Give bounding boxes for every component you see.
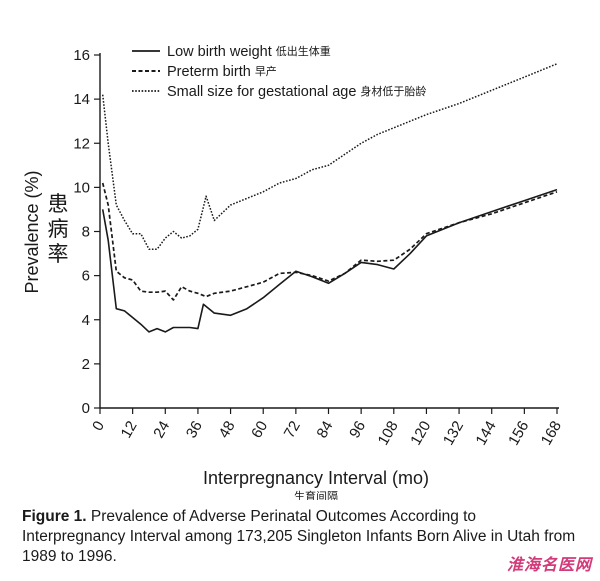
x-tick-label: 168 (538, 418, 565, 448)
x-tick-label: 156 (505, 418, 532, 448)
y-tick-label: 8 (82, 224, 90, 241)
x-tick-label: 84 (313, 418, 336, 441)
legend-label-cn-1: 低出生体重 (276, 44, 331, 58)
legend-label-2: Preterm birth (167, 64, 251, 80)
legend-label-1: Low birth weight (167, 44, 272, 60)
y-tick-label: 4 (82, 312, 90, 329)
series-line-2 (101, 182, 558, 301)
watermark-logo: 淮海名医网 (506, 555, 592, 574)
legend-label-cn-2: 早产 (255, 64, 277, 78)
y-axis-title-cn-char: 率 (48, 242, 69, 266)
legend-label-3: Small size for gestational age (167, 84, 356, 100)
y-tick-label: 10 (73, 179, 90, 196)
y-axis-title-cn-char: 患 (48, 192, 69, 216)
figure-caption: Figure 1. Prevalence of Adverse Perinata… (22, 507, 582, 567)
y-tick-label: 2 (82, 356, 90, 373)
x-tick-label: 120 (407, 418, 434, 448)
x-tick-label: 24 (150, 418, 173, 441)
x-tick-label: 36 (183, 418, 206, 441)
caption-text: Prevalence of Adverse Perinatal Outcomes… (22, 508, 576, 565)
y-axis-title: Prevalence (%) (22, 170, 42, 293)
x-tick-label: 60 (248, 418, 271, 441)
caption-lead: Figure 1. (22, 508, 87, 525)
y-tick-label: 6 (82, 268, 90, 285)
x-tick-label: 108 (375, 418, 402, 448)
axes (94, 53, 559, 414)
y-axis-title-cn-char: 病 (48, 217, 69, 241)
x-tick-label: 0 (89, 418, 108, 434)
legend-label-cn-3: 身材低于胎龄 (360, 84, 426, 98)
series-line-3 (101, 63, 558, 250)
x-axis-title-cn: 生育间隔 (294, 489, 338, 500)
series-lines (101, 63, 558, 333)
x-tick-label: 72 (281, 418, 304, 441)
y-tick-label: 12 (73, 135, 90, 152)
axis-titles: Prevalence (%) 患病率 Interpregnancy Interval… (22, 170, 429, 500)
y-tick-label: 0 (82, 400, 90, 417)
series-line-1 (101, 188, 558, 333)
x-tick-label: 12 (118, 418, 141, 441)
x-tick-label: 132 (440, 418, 467, 448)
legend: Low birth weight 低出生体重 Preterm birth 早产 Smal… (132, 44, 426, 100)
y-tick-label: 14 (73, 91, 90, 108)
y-tick-label: 16 (73, 47, 90, 64)
x-tick-label: 144 (472, 418, 499, 448)
x-axis-title: Interpregnancy Interval (mo) (203, 468, 429, 488)
x-tick-label: 96 (346, 418, 369, 441)
x-tick-label: 48 (216, 418, 239, 441)
